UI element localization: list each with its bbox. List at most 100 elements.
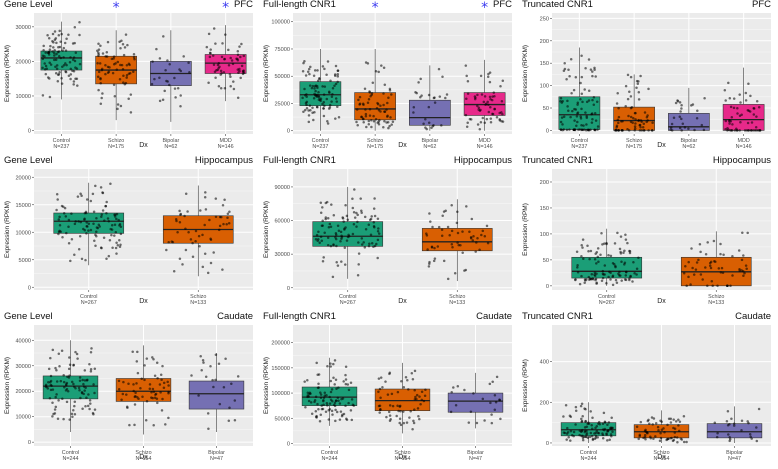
data-point [349, 409, 353, 412]
data-point [75, 352, 79, 356]
data-point [606, 439, 609, 442]
data-point [327, 226, 331, 229]
data-point [78, 33, 81, 37]
data-point [620, 279, 623, 282]
data-point [43, 55, 46, 58]
data-point [350, 418, 354, 422]
data-point [56, 50, 60, 54]
data-point [388, 87, 392, 91]
data-point [387, 410, 391, 414]
data-point [154, 392, 158, 396]
data-point [367, 223, 371, 227]
data-point [212, 251, 215, 254]
data-point [659, 432, 662, 435]
data-point [360, 243, 364, 246]
x-tick-label: Bipolar [421, 138, 438, 144]
y-tick-label: 200 [540, 400, 549, 406]
data-point [677, 429, 681, 433]
data-point [55, 368, 58, 372]
data-point [456, 384, 460, 388]
data-point [179, 213, 182, 216]
data-point [167, 384, 170, 387]
data-point [691, 266, 694, 270]
data-point [105, 200, 108, 204]
data-point [587, 58, 591, 61]
data-point [633, 129, 636, 132]
data-point [645, 120, 648, 124]
data-point [409, 409, 412, 413]
data-point [567, 68, 570, 71]
data-point [323, 85, 327, 88]
data-point [699, 273, 703, 276]
data-point [607, 253, 610, 257]
data-point [330, 388, 334, 391]
data-point [42, 44, 45, 48]
data-point [740, 258, 744, 262]
data-point [580, 434, 583, 438]
data-point [382, 103, 385, 107]
data-point [428, 212, 431, 215]
data-point [740, 428, 743, 432]
data-point [452, 386, 455, 389]
data-point [201, 233, 204, 237]
data-point [337, 115, 341, 119]
data-point [353, 216, 357, 219]
data-point [212, 63, 216, 67]
data-point [60, 82, 64, 85]
data-point [587, 99, 591, 102]
data-point [230, 382, 233, 386]
data-point [559, 96, 563, 100]
data-point [706, 241, 709, 244]
data-point [345, 417, 348, 421]
y-axis-label: Expression (RPKM) [263, 357, 270, 414]
data-point [125, 393, 128, 396]
data-point [420, 390, 424, 394]
data-point [487, 110, 491, 114]
data-point [676, 441, 679, 444]
data-point [163, 89, 166, 93]
data-point [159, 391, 162, 394]
data-point [396, 404, 399, 407]
data-point [562, 431, 566, 434]
data-point [73, 413, 77, 416]
data-point [364, 227, 368, 231]
data-point [145, 400, 149, 403]
data-point [176, 231, 179, 234]
data-point [305, 106, 309, 110]
data-point [501, 113, 504, 116]
data-point [654, 421, 658, 425]
data-point [596, 255, 600, 259]
data-point [65, 387, 69, 391]
data-point [189, 238, 193, 241]
data-point [322, 107, 325, 110]
data-point [227, 48, 230, 52]
data-point [119, 104, 123, 108]
y-tick-label: 0 [287, 441, 290, 447]
data-point [680, 107, 683, 110]
data-point [56, 73, 60, 77]
data-point [427, 93, 431, 97]
data-point [46, 387, 50, 390]
data-point [585, 425, 589, 429]
data-point [633, 271, 636, 275]
data-point [155, 397, 159, 400]
data-point [695, 261, 699, 264]
data-point [77, 386, 81, 390]
data-point [184, 192, 188, 196]
data-point [411, 428, 414, 431]
data-point [410, 372, 414, 375]
data-point [377, 390, 380, 393]
data-point [199, 354, 202, 358]
data-point [412, 421, 416, 425]
data-point [333, 401, 337, 405]
data-point [611, 274, 615, 277]
data-point [620, 120, 623, 123]
data-point [143, 364, 146, 367]
data-point [367, 119, 371, 123]
data-point [582, 257, 585, 261]
data-point [635, 86, 638, 90]
data-point [654, 435, 657, 438]
data-point [115, 241, 118, 245]
data-point [456, 241, 459, 244]
